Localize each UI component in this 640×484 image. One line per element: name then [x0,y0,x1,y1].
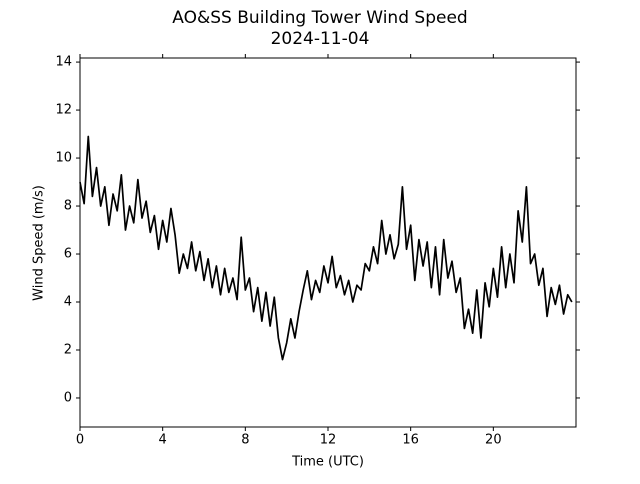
y-tick-label: 14 [55,55,72,70]
y-tick-label: 4 [64,295,72,310]
x-tick-label: 16 [402,433,419,448]
chart-title: AO&SS Building Tower Wind Speed [172,8,467,28]
x-tick-label: 12 [320,433,337,448]
x-axis-label: Time (UTC) [291,455,364,470]
y-tick-label: 12 [55,103,72,118]
y-tick-label: 10 [55,151,72,166]
x-tick-label: 0 [76,433,84,448]
data-line [79,135,573,361]
chart-subtitle: 2024-11-04 [271,29,370,49]
y-tick-label: 8 [64,199,72,214]
x-tick-label: 4 [159,433,167,448]
x-tick-label: 8 [241,433,249,448]
y-axis-label: Wind Speed (m/s) [32,185,47,301]
plot-frame [79,57,577,428]
y-tick-label: 0 [64,390,72,405]
x-tick-label: 20 [485,433,502,448]
y-tick-label: 6 [64,247,72,262]
y-tick-label: 2 [64,342,72,357]
